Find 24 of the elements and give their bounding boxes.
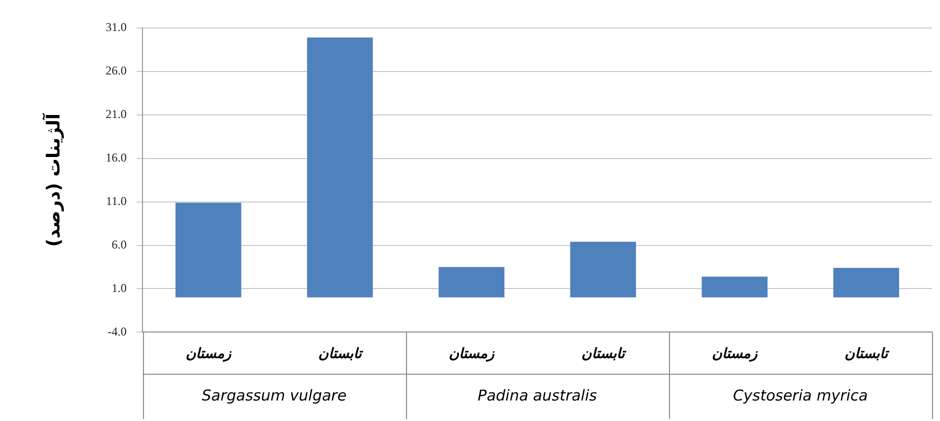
x-tick-label: زمستان — [186, 346, 232, 362]
bar — [833, 268, 900, 298]
bar — [570, 242, 636, 298]
x-tick-label: تابستان — [318, 346, 364, 362]
y-tick-label: 1.0 — [112, 280, 127, 295]
text: Cystoseria myrica — [733, 386, 868, 404]
bar — [307, 38, 373, 298]
y-tick-label: 21.0 — [106, 107, 127, 122]
x-tick-label: زمستان — [448, 346, 496, 362]
bar — [175, 202, 242, 298]
x-tick-label: زمستان — [712, 346, 759, 362]
y-axis-title: آلژینات (درصد) — [41, 112, 64, 247]
bar — [702, 276, 768, 298]
y-tick-label: 6.0 — [112, 237, 127, 252]
x-tick-label: تابستان — [844, 346, 890, 362]
y-tick-label: 16.0 — [106, 150, 127, 165]
bar — [438, 267, 504, 298]
y-tick-label: 26.0 — [106, 64, 127, 78]
y-tick-label: 31.0 — [106, 20, 127, 34]
y-tick-label: 11.0 — [106, 194, 127, 208]
y-tick-label: -4.0 — [108, 324, 127, 338]
text: Sargassum vulgare — [202, 386, 347, 404]
text: Padina australis — [478, 386, 598, 404]
x-tick-label: تابستان — [581, 346, 627, 362]
